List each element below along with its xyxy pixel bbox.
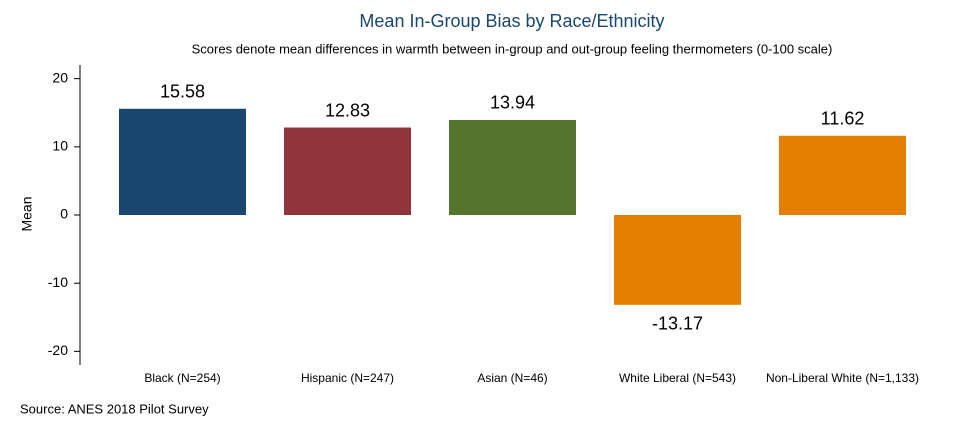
- source-note: Source: ANES 2018 Pilot Survey: [20, 401, 209, 416]
- y-tick-label: -10: [48, 274, 68, 290]
- chart-title: Mean In-Group Bias by Race/Ethnicity: [359, 11, 664, 31]
- bar: [614, 215, 741, 305]
- x-tick-label: Asian (N=46): [477, 371, 547, 385]
- x-tick-label: Non-Liberal White (N=1,133): [766, 371, 919, 385]
- y-axis-label: Mean: [19, 196, 35, 231]
- x-tick-label: Hispanic (N=247): [301, 371, 394, 385]
- bar: [779, 135, 906, 215]
- data-label: -13.17: [652, 314, 703, 334]
- chart-subtitle: Scores denote mean differences in warmth…: [192, 41, 833, 56]
- y-tick-label: 0: [60, 206, 68, 222]
- bar: [284, 127, 411, 215]
- data-label: 11.62: [821, 109, 865, 129]
- y-tick-label: -20: [48, 342, 68, 358]
- data-label: 13.94: [490, 93, 535, 113]
- y-tick-label: 20: [52, 69, 68, 85]
- x-tick-label: White Liberal (N=543): [619, 371, 736, 385]
- x-tick-label: Black (N=254): [144, 371, 220, 385]
- bar: [449, 119, 576, 215]
- data-label: 12.83: [325, 100, 370, 120]
- y-tick-label: 10: [52, 138, 68, 154]
- data-label: 15.58: [160, 82, 205, 102]
- bar: [119, 108, 246, 215]
